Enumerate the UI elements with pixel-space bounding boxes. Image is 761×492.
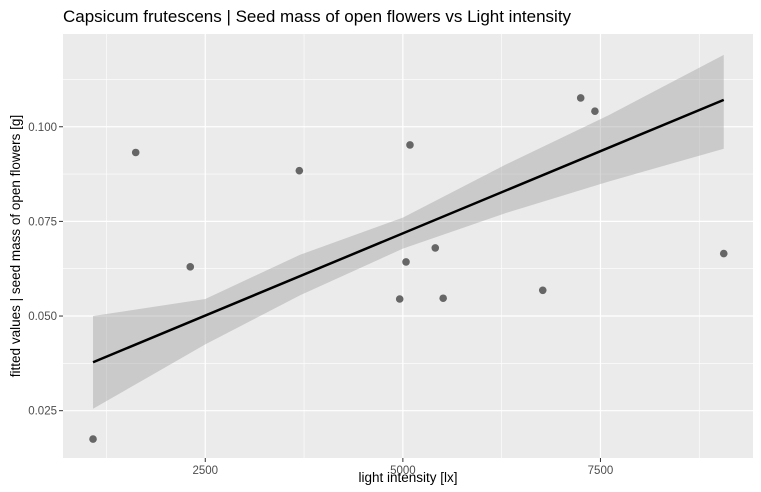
x-axis-title: light intensity [lx]	[358, 470, 457, 485]
data-point	[431, 244, 440, 252]
y-tick-label: 0.050	[28, 311, 57, 323]
x-tick-label: 2500	[192, 465, 218, 477]
y-axis-title: fitted values | seed mass of open flower…	[8, 115, 23, 377]
plot-panel	[63, 34, 753, 458]
minor-gridlines	[63, 34, 753, 458]
data-point	[719, 249, 728, 258]
data-point	[186, 263, 195, 271]
y-tick-label: 0.075	[28, 216, 57, 228]
data-points	[89, 94, 728, 443]
y-tick-label: 0.100	[28, 122, 57, 134]
data-point	[402, 258, 410, 266]
chart-title: Capsicum frutescens | Seed mass of open …	[63, 7, 572, 26]
y-tick-label: 0.025	[28, 406, 57, 418]
x-axis: 2500 5000 7500	[192, 458, 613, 477]
data-point	[395, 295, 404, 303]
y-axis: 0.025 0.050 0.075 0.100	[28, 122, 63, 418]
data-point	[295, 166, 304, 175]
data-point	[406, 141, 414, 149]
major-gridlines	[63, 34, 753, 458]
data-point	[591, 107, 599, 116]
data-point	[538, 286, 547, 295]
data-point	[439, 294, 447, 303]
regression-line	[92, 98, 725, 364]
data-point	[131, 148, 140, 157]
x-tick-label: 5000	[390, 465, 416, 477]
data-point	[89, 435, 97, 443]
x-tick-label: 7500	[588, 465, 614, 477]
data-point	[576, 94, 585, 102]
